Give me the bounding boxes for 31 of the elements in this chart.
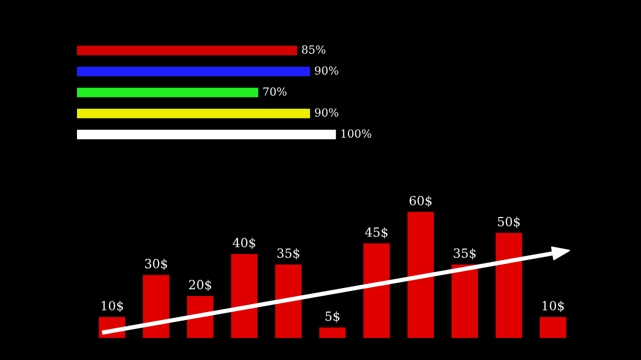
bar [77, 88, 258, 98]
data-label: 5$ [326, 311, 340, 323]
bar [275, 264, 302, 338]
data-label: 90% [314, 108, 338, 117]
data-label: 40$ [232, 238, 256, 250]
bar [540, 316, 566, 338]
bar [407, 212, 434, 338]
bar [319, 327, 346, 338]
data-label: 50$ [498, 216, 520, 228]
bar [77, 108, 310, 118]
data-label: 60$ [410, 196, 432, 207]
data-label: 35$ [277, 248, 300, 260]
bar [496, 232, 522, 338]
data-label: 10$ [102, 300, 123, 312]
data-label: 35$ [454, 248, 476, 260]
data-label: 30$ [145, 258, 168, 270]
data-label: 85% [302, 45, 326, 54]
data-label: 10$ [542, 300, 564, 312]
bar [142, 274, 170, 338]
data-label: 70% [263, 87, 286, 96]
data-label: 20$ [189, 280, 212, 292]
data-label: 100% [341, 129, 372, 138]
bar [187, 296, 214, 338]
bar [77, 66, 310, 76]
data-label: 90% [314, 66, 338, 75]
bar [452, 264, 478, 338]
bar [77, 130, 336, 140]
bar [363, 243, 390, 338]
bar [231, 254, 258, 338]
data-label: 45$ [365, 227, 388, 239]
bar [77, 46, 298, 56]
